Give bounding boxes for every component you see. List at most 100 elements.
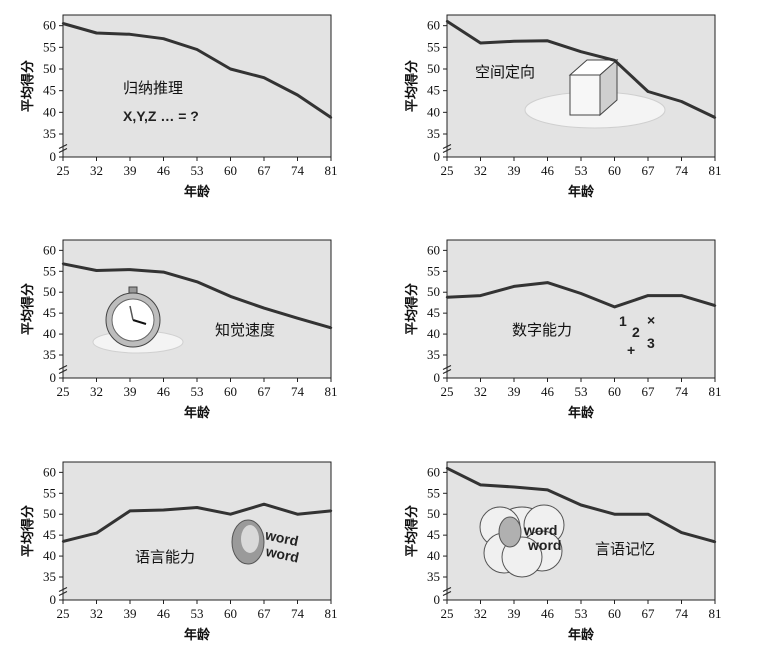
chart-panel-1: 0 35 40 45 50 55 60 25 32 39 46 53 60 67 74 81 年龄 平均得分 X,Y… xyxy=(20,14,338,200)
y-tick-label: 35 xyxy=(427,347,440,362)
word-text: word xyxy=(527,537,561,553)
data-point xyxy=(680,294,683,297)
data-point xyxy=(296,513,299,516)
numbers-glyph: + xyxy=(627,342,635,358)
x-axis-label: 年龄 xyxy=(184,405,211,421)
x-axis-label: 年龄 xyxy=(568,184,595,200)
x-tick-label: 53 xyxy=(575,384,588,399)
y-axis-label: 平均得分 xyxy=(404,283,420,335)
panel-label: 知觉速度 xyxy=(215,321,275,339)
data-point xyxy=(579,503,583,507)
x-tick-label: 67 xyxy=(642,384,656,399)
word-text: word xyxy=(263,543,300,566)
axis-break xyxy=(58,591,68,596)
data-point xyxy=(61,262,65,265)
x-tick-label: 67 xyxy=(258,606,272,621)
cube-front xyxy=(569,74,601,116)
data-point xyxy=(95,31,98,35)
y-tick-label: 40 xyxy=(427,548,440,563)
data-point xyxy=(61,22,65,25)
x-tick-label: 74 xyxy=(291,606,305,621)
x-tick-label: 60 xyxy=(224,384,237,399)
plot-area xyxy=(446,239,716,379)
x-tick-label: 81 xyxy=(325,606,338,621)
x-tick-label: 46 xyxy=(541,384,555,399)
y-tick-label: 35 xyxy=(43,569,56,584)
x-tick-label: 32 xyxy=(90,163,103,178)
data-point xyxy=(329,509,333,513)
y-tick-label: 45 xyxy=(427,83,440,98)
y-tick-label: 0 xyxy=(50,592,57,607)
chart-panel-4: 0 35 40 45 50 55 60 25 32 39 46 53 60 67 74 81 年龄 平均得分 123… xyxy=(404,239,722,421)
numbers-glyph: × xyxy=(647,312,655,328)
x-axis-label: 年龄 xyxy=(184,184,211,200)
axis-break xyxy=(442,369,452,374)
x-tick-label: 67 xyxy=(258,384,272,399)
x-tick-label: 60 xyxy=(224,606,237,621)
y-tick-label: 50 xyxy=(427,61,440,76)
chart-panel-6: 0 35 40 45 50 55 60 25 32 39 46 53 60 67 74 81 年龄 平均得分 wor… xyxy=(404,461,722,643)
x-axis-label: 年龄 xyxy=(568,405,595,421)
data-point xyxy=(162,270,165,274)
data-point xyxy=(162,508,165,512)
data-point xyxy=(95,269,98,272)
x-tick-label: 46 xyxy=(541,606,555,621)
data-point xyxy=(646,513,650,516)
data-point xyxy=(195,280,199,283)
x-axis-label: 年龄 xyxy=(568,627,595,643)
y-tick-label: 40 xyxy=(427,326,440,341)
x-tick-label: 81 xyxy=(325,163,338,178)
x-tick-label: 32 xyxy=(474,384,487,399)
x-tick-label: 25 xyxy=(441,606,454,621)
y-tick-label: 35 xyxy=(43,126,56,141)
x-tick-label: 81 xyxy=(709,384,722,399)
plot-area xyxy=(62,239,332,379)
data-point xyxy=(713,540,717,544)
y-tick-label: 55 xyxy=(43,485,56,500)
data-point xyxy=(262,502,266,506)
y-tick-label: 0 xyxy=(434,149,441,164)
data-point xyxy=(579,50,583,53)
data-point xyxy=(512,40,516,43)
y-axis-label: 平均得分 xyxy=(404,60,420,112)
data-point xyxy=(613,305,616,309)
data-point xyxy=(646,294,650,297)
word-text: word xyxy=(263,526,300,549)
y-tick-label: 40 xyxy=(43,548,56,563)
axis-break xyxy=(58,369,68,374)
x-tick-label: 25 xyxy=(57,163,70,178)
data-point xyxy=(445,20,449,23)
y-axis-label: 平均得分 xyxy=(404,505,420,557)
panel-label: 数字能力 xyxy=(512,321,572,339)
x-tick-label: 39 xyxy=(508,606,521,621)
data-point xyxy=(680,100,683,103)
y-tick-label: 60 xyxy=(43,464,56,479)
y-tick-label: 60 xyxy=(43,242,56,257)
data-point xyxy=(95,531,98,535)
x-tick-label: 39 xyxy=(508,163,521,178)
x-tick-label: 46 xyxy=(157,384,171,399)
y-tick-label: 50 xyxy=(43,61,56,76)
cube-side xyxy=(599,58,618,117)
x-tick-label: 74 xyxy=(291,384,305,399)
y-tick-label: 55 xyxy=(427,39,440,54)
x-tick-label: 53 xyxy=(575,163,588,178)
x-tick-label: 39 xyxy=(124,163,137,178)
data-point xyxy=(162,37,165,40)
axis-break xyxy=(58,587,68,592)
axis-break xyxy=(58,148,68,153)
face-icon xyxy=(498,516,522,548)
x-tick-label: 25 xyxy=(441,163,454,178)
y-tick-label: 55 xyxy=(43,263,56,278)
x-tick-label: 60 xyxy=(224,163,237,178)
stopwatch-hand-minute xyxy=(129,305,134,321)
panel-label: 语言能力 xyxy=(135,548,195,566)
chart-panel-5: 0 35 40 45 50 55 60 25 32 39 46 53 60 67 74 81 年龄 平均得分 wor… xyxy=(20,461,338,643)
y-axis-label: 平均得分 xyxy=(20,505,36,557)
panel-label: 言语记忆 xyxy=(595,540,655,558)
data-point xyxy=(713,304,717,307)
x-tick-label: 74 xyxy=(291,163,305,178)
x-tick-label: 81 xyxy=(325,384,338,399)
x-tick-label: 32 xyxy=(474,606,487,621)
x-axis-label: 年龄 xyxy=(184,627,211,643)
